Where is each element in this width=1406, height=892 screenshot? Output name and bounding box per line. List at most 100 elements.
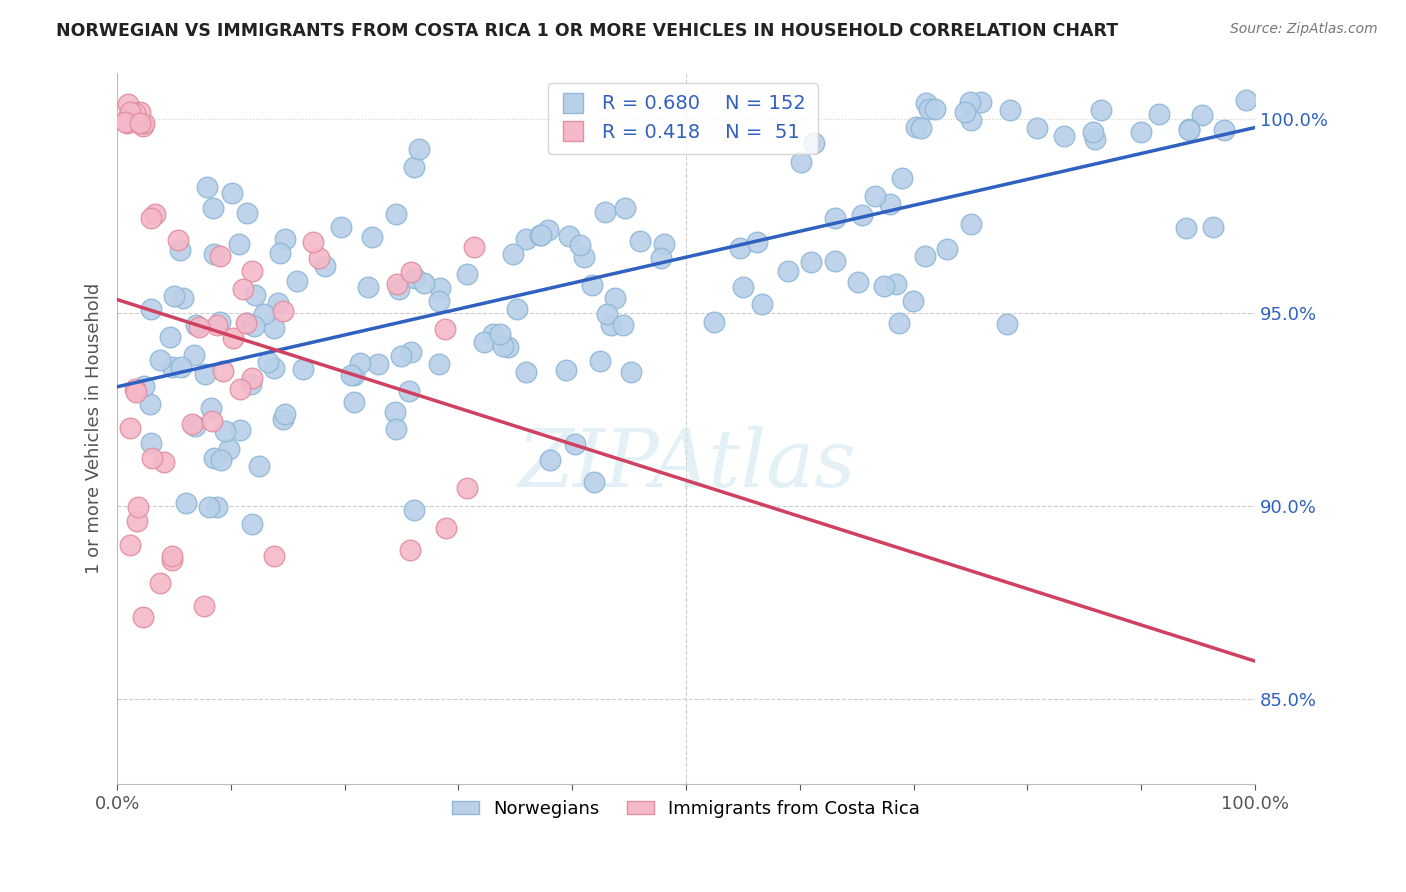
Point: [236, 205, 259, 219]
Point: [229, 382, 252, 396]
Point: [537, 223, 560, 237]
Point: [349, 356, 371, 370]
Point: [1053, 128, 1076, 143]
Point: [905, 120, 928, 135]
Point: [413, 276, 436, 290]
Text: ZIPAtlas: ZIPAtlas: [517, 425, 855, 503]
Point: [558, 228, 581, 243]
Point: [314, 259, 336, 273]
Point: [153, 455, 176, 469]
Point: [273, 232, 295, 246]
Point: [117, 111, 139, 125]
Point: [863, 188, 886, 202]
Point: [384, 405, 406, 419]
Point: [429, 281, 451, 295]
Point: [256, 354, 278, 368]
Point: [339, 368, 361, 382]
Point: [593, 204, 616, 219]
Point: [208, 315, 231, 329]
Point: [851, 208, 873, 222]
Point: [538, 453, 561, 467]
Point: [124, 106, 146, 120]
Point: [492, 339, 515, 353]
Point: [1081, 125, 1104, 139]
Point: [463, 240, 485, 254]
Point: [131, 119, 153, 133]
Point: [242, 319, 264, 334]
Point: [515, 232, 537, 246]
Point: [172, 291, 194, 305]
Point: [291, 361, 314, 376]
Point: [1129, 125, 1152, 139]
Point: [200, 401, 222, 415]
Point: [568, 238, 591, 252]
Point: [201, 413, 224, 427]
Point: [115, 116, 138, 130]
Legend: Norwegians, Immigrants from Costa Rica: Norwegians, Immigrants from Costa Rica: [444, 793, 928, 825]
Point: [263, 549, 285, 564]
Point: [235, 316, 257, 330]
Point: [398, 384, 420, 398]
Point: [583, 475, 606, 489]
Point: [873, 278, 896, 293]
Point: [229, 423, 252, 437]
Point: [408, 142, 430, 156]
Point: [960, 113, 983, 128]
Point: [169, 244, 191, 258]
Point: [404, 503, 426, 517]
Point: [263, 360, 285, 375]
Point: [529, 227, 551, 242]
Point: [201, 201, 224, 215]
Point: [163, 289, 186, 303]
Point: [889, 317, 911, 331]
Point: [343, 395, 366, 409]
Point: [456, 481, 478, 495]
Point: [496, 340, 519, 354]
Point: [1202, 220, 1225, 235]
Text: NORWEGIAN VS IMMIGRANTS FROM COSTA RICA 1 OR MORE VEHICLES IN HOUSEHOLD CORRELAT: NORWEGIAN VS IMMIGRANTS FROM COSTA RICA …: [56, 22, 1118, 40]
Point: [614, 202, 637, 216]
Point: [574, 250, 596, 264]
Point: [184, 418, 207, 433]
Point: [824, 254, 846, 268]
Point: [456, 267, 478, 281]
Point: [434, 521, 457, 535]
Point: [214, 425, 236, 439]
Point: [141, 436, 163, 450]
Point: [506, 301, 529, 316]
Point: [1178, 122, 1201, 136]
Text: Source: ZipAtlas.com: Source: ZipAtlas.com: [1230, 22, 1378, 37]
Point: [605, 291, 627, 305]
Point: [924, 102, 946, 116]
Point: [208, 249, 231, 263]
Point: [117, 96, 139, 111]
Point: [1234, 93, 1257, 107]
Point: [703, 315, 725, 329]
Point: [1090, 103, 1112, 118]
Point: [239, 377, 262, 392]
Point: [330, 220, 353, 235]
Point: [1191, 108, 1213, 122]
Point: [879, 196, 901, 211]
Point: [188, 319, 211, 334]
Point: [596, 307, 619, 321]
Point: [589, 354, 612, 368]
Point: [285, 274, 308, 288]
Point: [308, 252, 330, 266]
Point: [402, 160, 425, 174]
Point: [170, 360, 193, 375]
Point: [240, 371, 263, 385]
Point: [960, 217, 983, 231]
Point: [728, 241, 751, 255]
Point: [790, 155, 813, 169]
Point: [998, 103, 1021, 118]
Point: [149, 353, 172, 368]
Point: [236, 316, 259, 330]
Point: [387, 277, 409, 292]
Point: [953, 105, 976, 120]
Point: [114, 115, 136, 129]
Point: [914, 95, 936, 110]
Point: [141, 211, 163, 225]
Point: [936, 242, 959, 256]
Point: [401, 345, 423, 359]
